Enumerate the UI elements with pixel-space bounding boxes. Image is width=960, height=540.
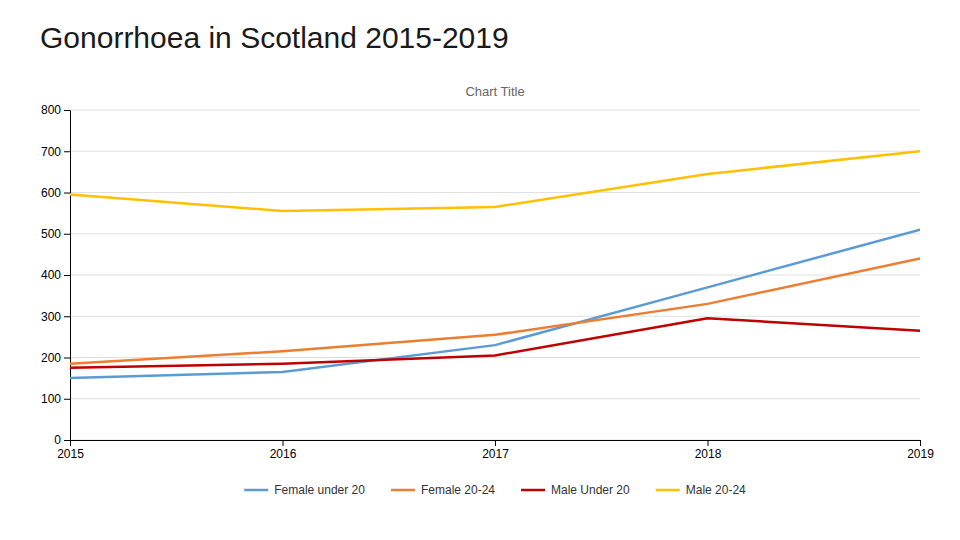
legend-item: Female 20-24 bbox=[391, 483, 495, 497]
y-axis-line bbox=[70, 111, 71, 441]
y-tick: 400 bbox=[41, 268, 70, 282]
y-tick-mark bbox=[64, 399, 70, 400]
legend-item: Female under 20 bbox=[244, 483, 365, 497]
y-tick-label: 100 bbox=[41, 392, 61, 406]
x-tick-mark bbox=[708, 440, 709, 446]
y-tick: 600 bbox=[41, 186, 70, 200]
grid-line bbox=[70, 275, 920, 276]
legend-swatch bbox=[521, 489, 545, 492]
title: Gonorrhoea in Scotland 2015-2019 bbox=[40, 21, 509, 54]
x-tick-label: 2019 bbox=[907, 447, 934, 461]
legend-swatch bbox=[656, 489, 680, 492]
y-tick-label: 800 bbox=[41, 103, 61, 117]
plot-area bbox=[70, 151, 920, 378]
x-tick: 2018 bbox=[695, 440, 722, 461]
grid-line bbox=[70, 151, 920, 152]
grid bbox=[70, 110, 920, 440]
x-tick: 2015 bbox=[57, 440, 84, 461]
y-tick: 800 bbox=[41, 103, 70, 117]
y-tick-mark bbox=[64, 440, 70, 441]
y-tick-mark bbox=[64, 316, 70, 317]
y-tick-mark bbox=[64, 234, 70, 235]
y-tick: 300 bbox=[41, 310, 70, 324]
y-tick-label: 500 bbox=[41, 227, 61, 241]
x-tick-label: 2016 bbox=[270, 447, 297, 461]
series-line bbox=[70, 230, 920, 379]
y-tick-mark bbox=[64, 110, 70, 111]
legend-label: Female under 20 bbox=[274, 483, 365, 497]
y-tick: 500 bbox=[41, 227, 70, 241]
y-axis: 0 100 200 300 400 500 600 700 800 bbox=[41, 103, 71, 447]
y-tick-mark bbox=[64, 358, 70, 359]
grid-line bbox=[70, 398, 920, 399]
y-tick-label: 300 bbox=[41, 310, 61, 324]
y-tick-mark bbox=[64, 193, 70, 194]
x-axis: 2015 2016 2017 2018 2019 bbox=[57, 440, 934, 461]
x-tick-mark bbox=[920, 440, 921, 446]
legend: Female under 20 Female 20-24 Male Under 20… bbox=[244, 483, 746, 497]
x-tick-label: 2015 bbox=[57, 447, 84, 461]
series-line bbox=[70, 151, 920, 211]
subtitle: Chart Title bbox=[465, 84, 524, 99]
y-tick: 100 bbox=[41, 392, 70, 406]
y-tick-label: 0 bbox=[54, 433, 61, 447]
legend-item: Male Under 20 bbox=[521, 483, 630, 497]
grid-line bbox=[70, 110, 920, 111]
y-tick-mark bbox=[64, 151, 70, 152]
chart-svg: Gonorrhoea in Scotland 2015-2019 Chart Ti… bbox=[0, 0, 960, 540]
x-tick: 2016 bbox=[270, 440, 297, 461]
grid-line bbox=[70, 316, 920, 317]
y-tick: 200 bbox=[41, 351, 70, 365]
series-line bbox=[70, 259, 920, 364]
legend-label: Female 20-24 bbox=[421, 483, 495, 497]
x-tick-mark bbox=[283, 440, 284, 446]
legend-swatch bbox=[391, 489, 415, 492]
grid-line bbox=[70, 233, 920, 234]
background bbox=[0, 0, 960, 540]
legend-label: Male Under 20 bbox=[551, 483, 630, 497]
grid-line bbox=[70, 192, 920, 193]
legend-label: Male 20-24 bbox=[686, 483, 746, 497]
y-tick-label: 700 bbox=[41, 145, 61, 159]
series-line bbox=[70, 318, 920, 368]
x-tick: 2017 bbox=[482, 440, 509, 461]
y-tick-label: 600 bbox=[41, 186, 61, 200]
y-tick-label: 400 bbox=[41, 268, 61, 282]
x-tick-mark bbox=[70, 440, 71, 446]
chart-container: Gonorrhoea in Scotland 2015-2019 Chart Ti… bbox=[0, 0, 960, 540]
legend-swatch bbox=[244, 489, 268, 492]
x-tick-mark bbox=[495, 440, 496, 446]
legend-item: Male 20-24 bbox=[656, 483, 746, 497]
x-tick-label: 2017 bbox=[482, 447, 509, 461]
y-tick: 0 bbox=[54, 433, 70, 447]
y-tick: 700 bbox=[41, 145, 70, 159]
x-tick-label: 2018 bbox=[695, 447, 722, 461]
x-tick: 2019 bbox=[907, 440, 934, 461]
y-tick-mark bbox=[64, 275, 70, 276]
y-tick-label: 200 bbox=[41, 351, 61, 365]
